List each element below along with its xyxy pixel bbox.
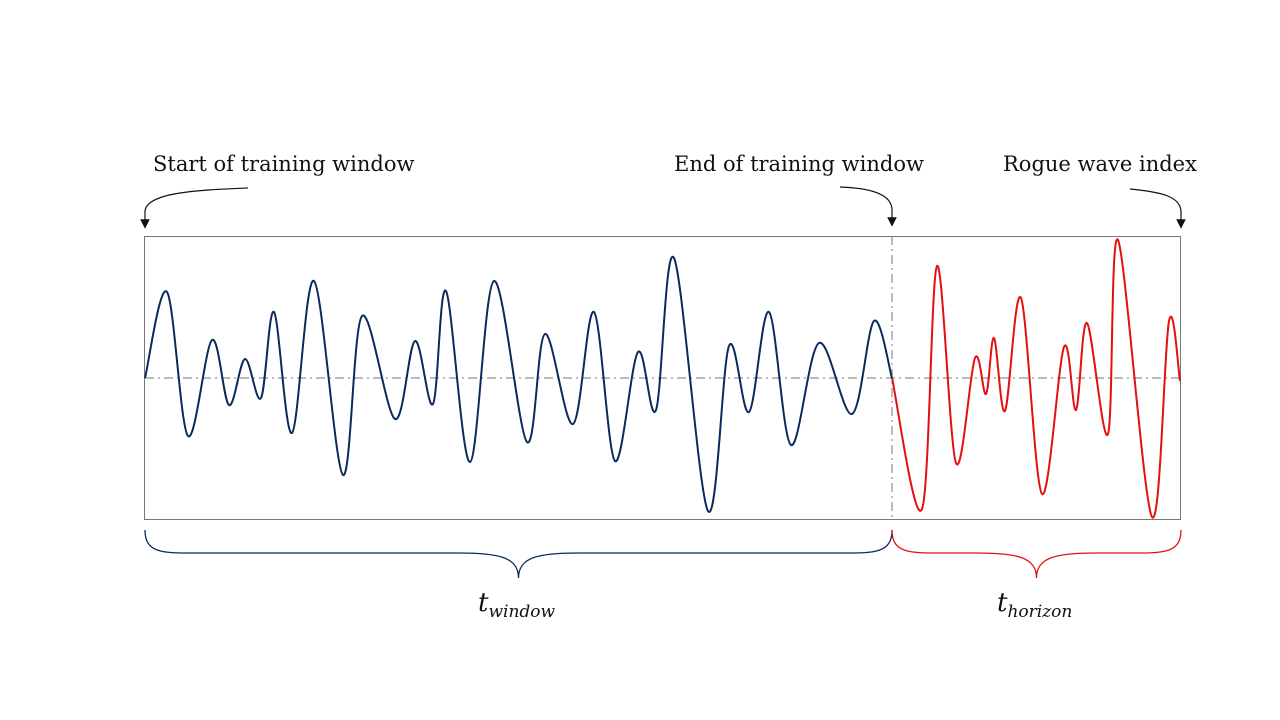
t-window-label: twindow [478, 588, 555, 621]
window-brace [144, 529, 893, 579]
t-horizon-subscript: horizon [1007, 602, 1073, 622]
end-arrow [839, 186, 897, 227]
horizon-brace [891, 529, 1182, 579]
end-of-window-label: End of training window [674, 152, 924, 176]
start-arrow [140, 187, 249, 229]
start-of-window-label: Start of training window [153, 152, 415, 176]
rogue-wave-index-label: Rogue wave index [1003, 152, 1197, 176]
t-window-base: t [478, 588, 489, 618]
t-horizon-base: t [997, 588, 1008, 618]
rogue-arrow [1129, 188, 1186, 229]
t-horizon-label: thorizon [997, 588, 1072, 621]
horizon-signal-line [891, 238, 1181, 519]
training-signal-line [144, 255, 893, 513]
t-window-subscript: window [488, 602, 556, 622]
